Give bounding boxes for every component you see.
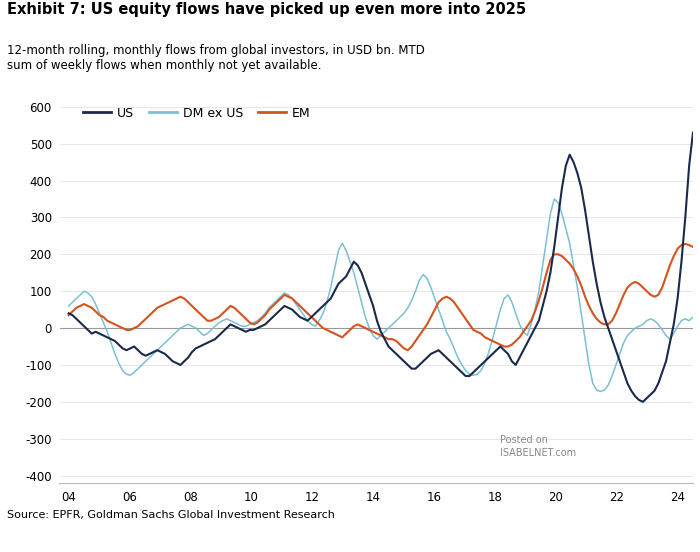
Text: Posted on
ISABELNET.com: Posted on ISABELNET.com (500, 435, 576, 458)
Text: Source: EPFR, Goldman Sachs Global Investment Research: Source: EPFR, Goldman Sachs Global Inves… (7, 510, 335, 520)
Text: Exhibit 7: US equity flows have picked up even more into 2025: Exhibit 7: US equity flows have picked u… (7, 2, 526, 17)
Text: 12-month rolling, monthly flows from global investors, in USD bn. MTD
sum of wee: 12-month rolling, monthly flows from glo… (7, 45, 425, 72)
Legend: US, DM ex US, EM: US, DM ex US, EM (78, 102, 316, 125)
